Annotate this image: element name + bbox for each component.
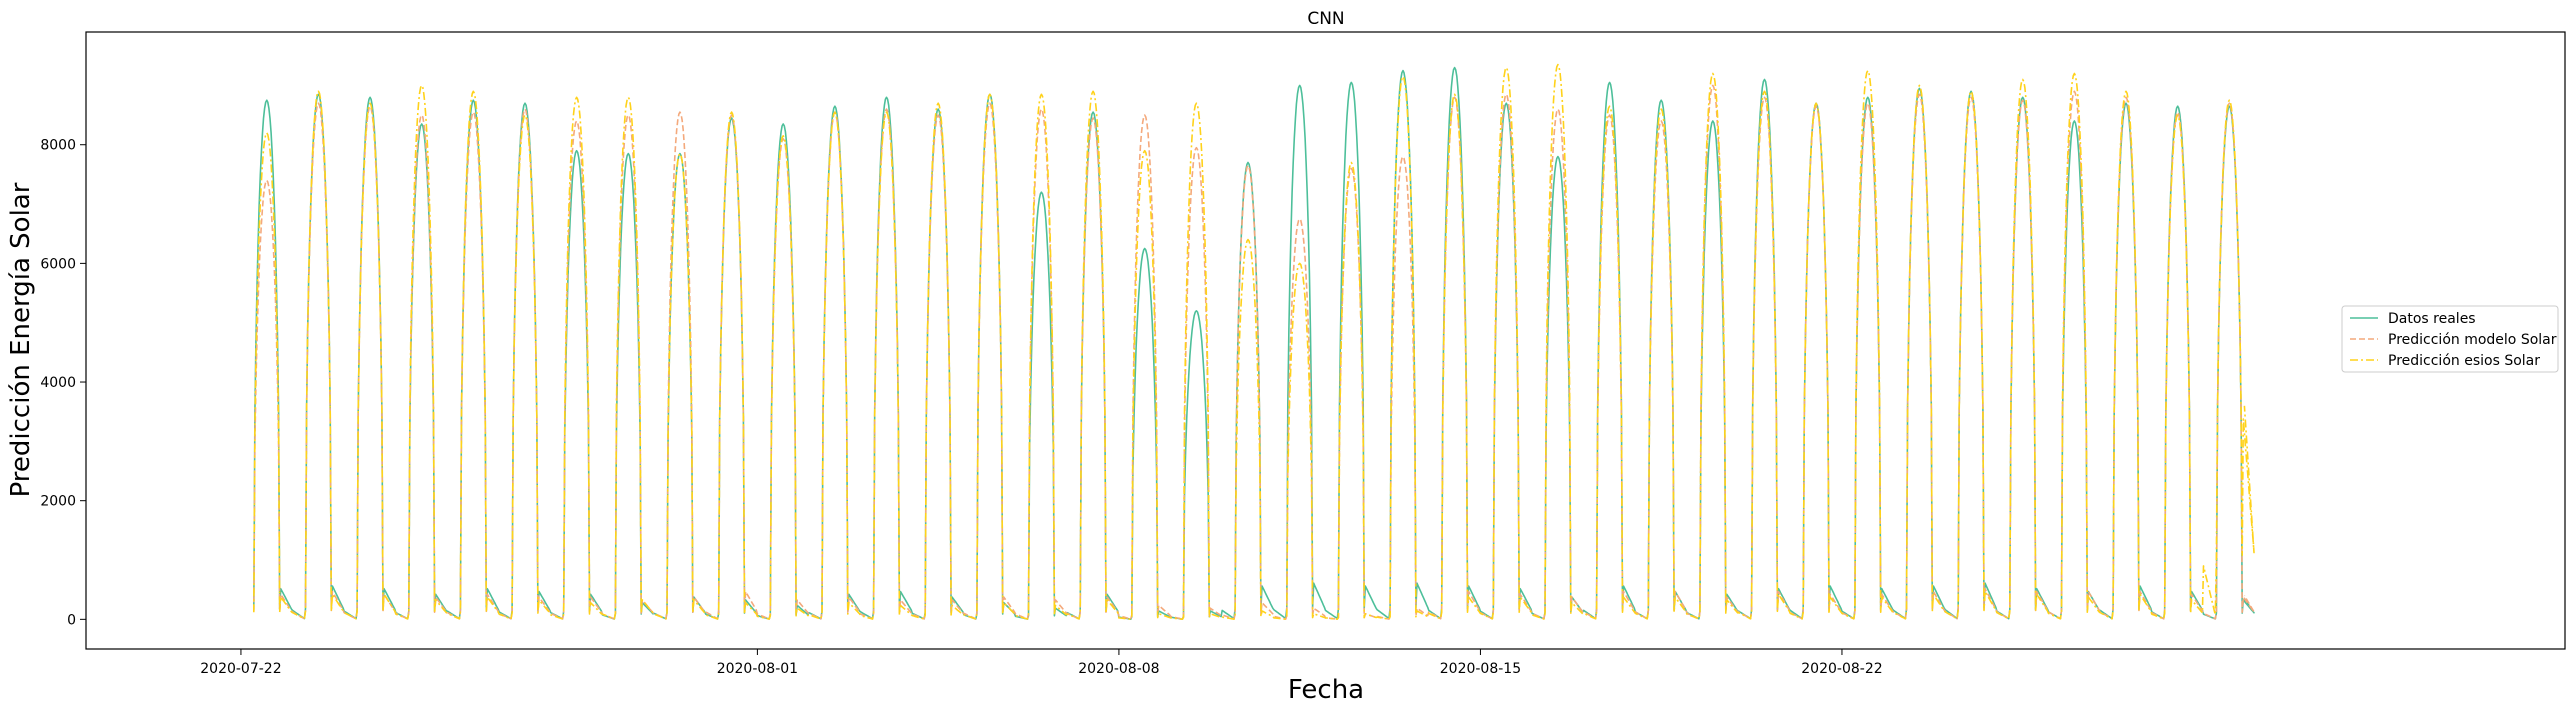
legend-label-prediccion-modelo: Predicción modelo Solar — [2388, 332, 2557, 348]
x-tick-label: 2020-08-22 — [1801, 661, 1882, 677]
series-line-1 — [253, 84, 2255, 620]
x-tick-label: 2020-08-01 — [717, 661, 798, 677]
chart-title: CNN — [1307, 9, 1344, 29]
x-axis-title: Fecha — [1288, 675, 1364, 705]
legend-label-datos-reales: Datos reales — [2388, 311, 2476, 327]
plot-area-frame — [85, 31, 2566, 650]
y-tick-label: 4000 — [40, 375, 76, 391]
y-tick-label: 0 — [67, 612, 76, 628]
series-layer — [253, 63, 2255, 620]
legend-box — [2341, 305, 2559, 373]
x-tick-label: 2020-07-22 — [200, 661, 281, 677]
x-tick-label: 2020-08-08 — [1078, 661, 1159, 677]
x-axis: 2020-07-22 2020-08-01 2020-08-08 2020-08-15… — [200, 649, 1883, 677]
y-tick-label: 2000 — [40, 494, 76, 510]
y-tick-label: 8000 — [40, 138, 76, 154]
y-axis-title: Predicción Energía Solar — [6, 182, 36, 497]
y-tick-label: 6000 — [40, 256, 76, 272]
series-line-2 — [253, 63, 2255, 620]
legend-label-prediccion-esios: Predicción esios Solar — [2388, 353, 2540, 369]
y-axis: 0 2000 4000 6000 8000 — [40, 138, 86, 628]
legend: Datos reales Predicción modelo Solar Pre… — [2341, 305, 2559, 373]
x-tick-label: 2020-08-15 — [1440, 661, 1521, 677]
